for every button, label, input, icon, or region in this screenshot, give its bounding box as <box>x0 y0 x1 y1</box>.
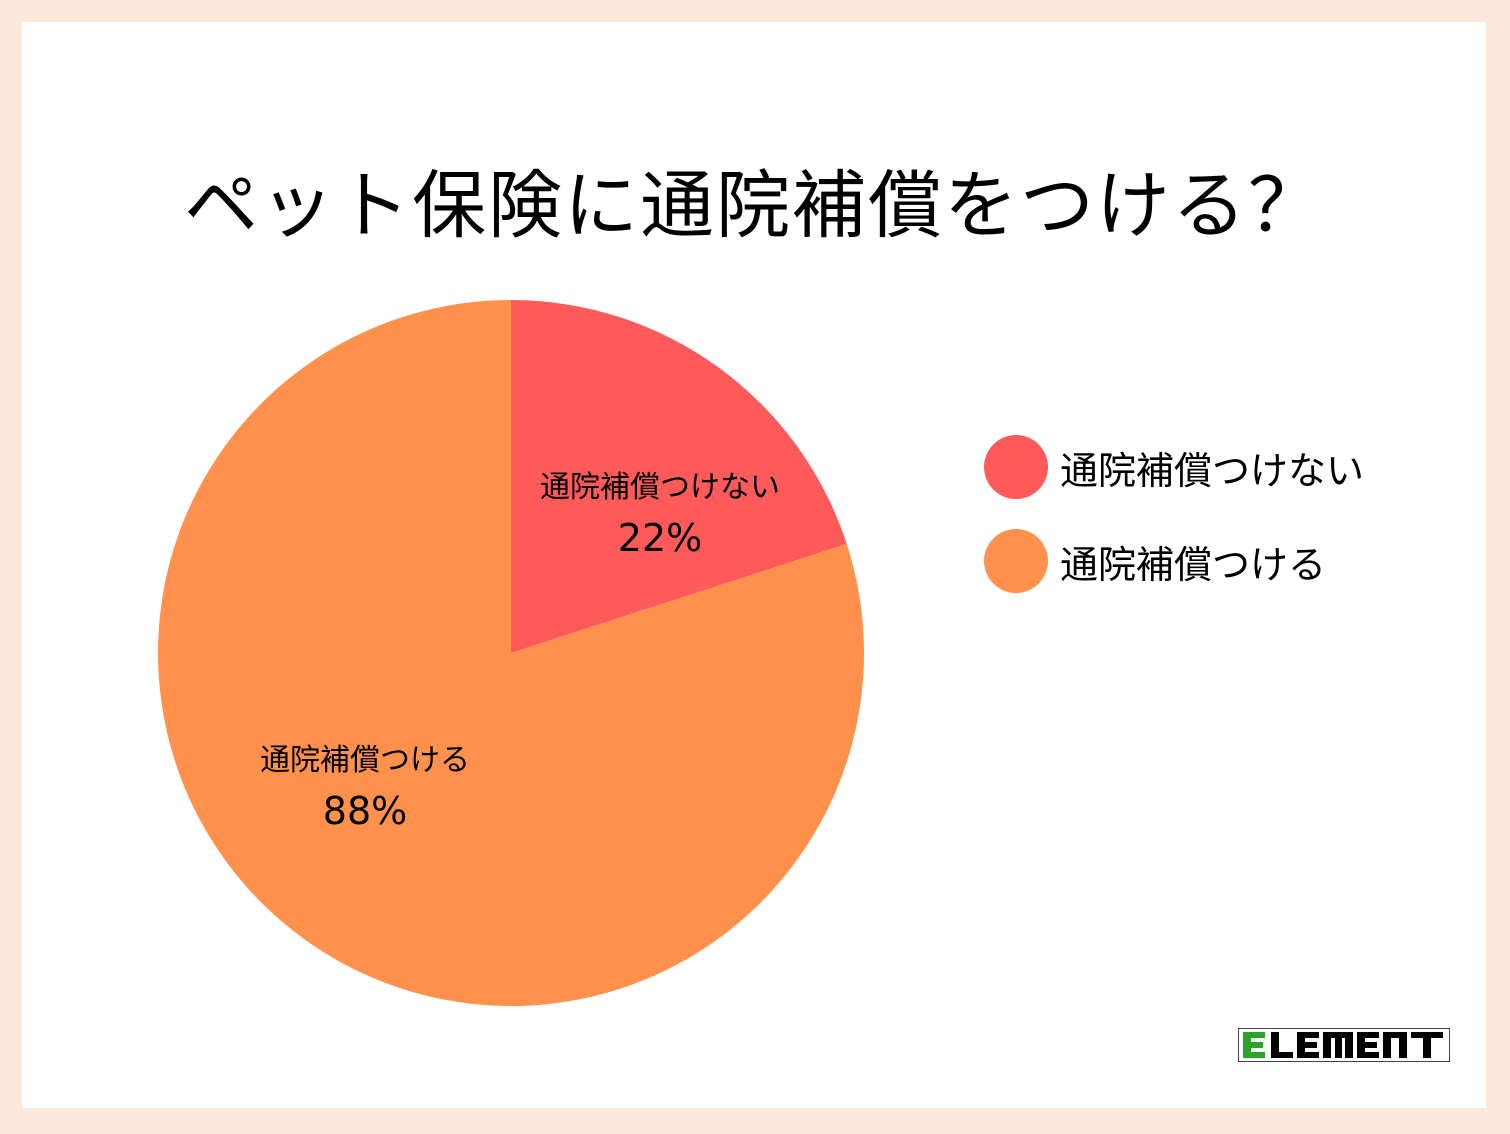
chart-card: ペット保険に通院補償をつける？ 通院補償つけない 22% 通院補償つける 88% 通院… <box>22 22 1486 1108</box>
slice-label-1: 通院補償つけない <box>540 470 780 505</box>
legend-swatch <box>984 529 1048 593</box>
pie-slice-labels: 通院補償つけない 22% 通院補償つける 88% <box>260 470 780 833</box>
pie-slice-1 <box>511 300 847 653</box>
chart-title: ペット保険に通院補償をつける？ <box>184 163 1324 249</box>
slice-value-label-1: 22% <box>618 516 702 560</box>
legend-swatch <box>984 435 1048 499</box>
legend-label: 通院補償つけない <box>1060 448 1365 493</box>
legend-item-1: 通院補償つけない <box>984 434 1364 500</box>
slice-label-2: 通院補償つける <box>260 743 470 778</box>
pie-slices <box>158 300 864 1006</box>
chart-legend: 通院補償つけない 通院補償つける <box>984 434 1364 622</box>
pie-slice-2 <box>158 300 864 1006</box>
logo-wordmark <box>1243 1032 1443 1058</box>
element-logo <box>1238 1028 1450 1062</box>
pie-chart: 通院補償つけない 22% 通院補償つける 88% <box>158 300 864 1006</box>
legend-item-2: 通院補償つける <box>984 528 1364 594</box>
slice-value-label-2: 88% <box>323 789 407 833</box>
legend-label: 通院補償つける <box>1060 542 1327 587</box>
